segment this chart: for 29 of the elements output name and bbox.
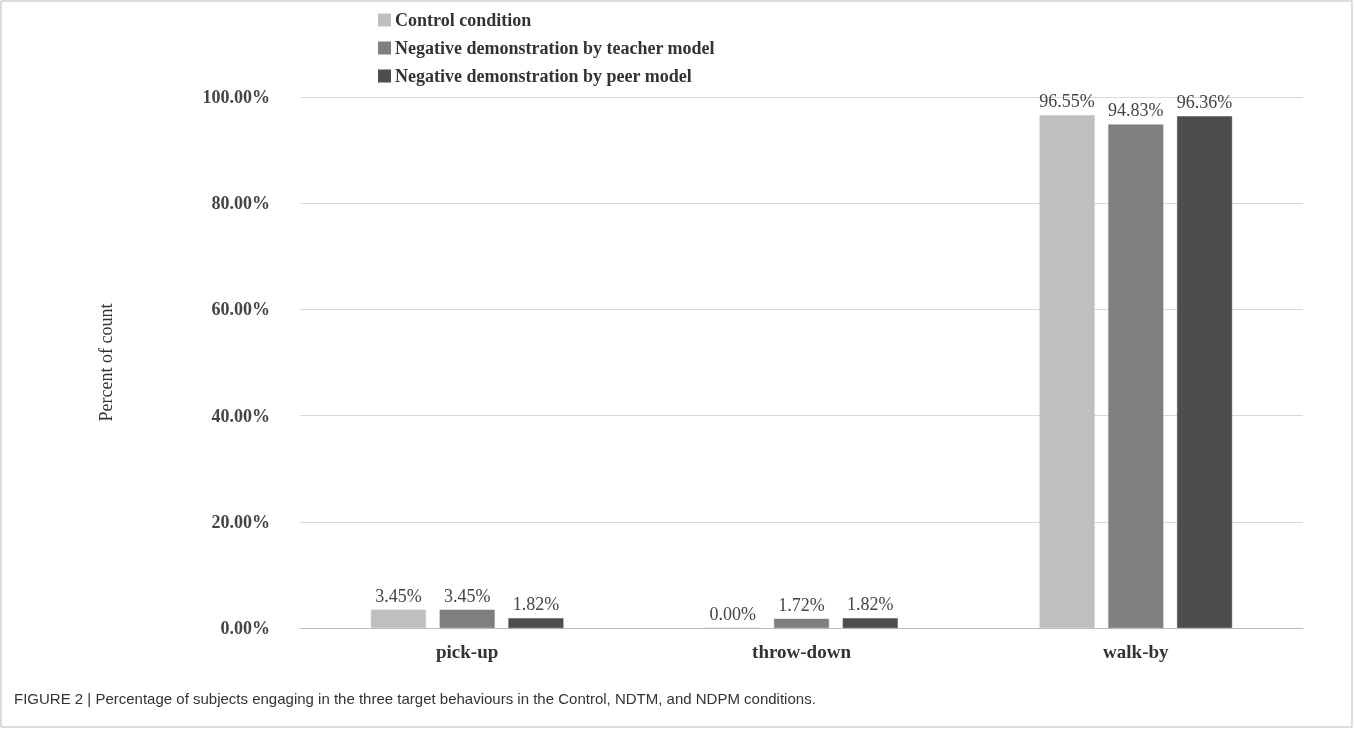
data-label: 1.72% <box>778 594 825 615</box>
y-tick-label: 20.00% <box>211 511 270 532</box>
x-tick-label: throw-down <box>752 641 852 662</box>
legend-label: Negative demonstration by teacher model <box>395 38 715 58</box>
x-tick-label: pick-up <box>436 641 499 662</box>
data-label: 96.55% <box>1039 91 1095 112</box>
legend-label: Control condition <box>395 10 532 30</box>
y-tick-label: 100.00% <box>202 87 270 107</box>
y-tick-label: 80.00% <box>211 193 270 214</box>
data-label: 94.83% <box>1108 100 1164 121</box>
data-label: 1.82% <box>847 594 894 615</box>
bar <box>774 618 829 628</box>
data-label: 1.82% <box>512 594 560 615</box>
bar <box>842 618 898 628</box>
y-tick-label: 40.00% <box>211 405 270 426</box>
y-axis-title: Percent of count <box>96 303 116 422</box>
bar <box>1177 116 1233 628</box>
legend-label: Negative demonstration by peer model <box>395 66 692 86</box>
y-tick-label: 60.00% <box>211 299 270 320</box>
x-tick-label: walk-by <box>1103 641 1170 662</box>
bar <box>508 618 564 628</box>
data-label: 3.45% <box>443 585 491 606</box>
data-label: 3.45% <box>375 585 422 606</box>
y-tick-label: 0.00% <box>220 618 270 638</box>
bar <box>439 609 495 628</box>
data-label: 96.36% <box>1176 92 1233 113</box>
caption: FIGURE 2 | Percentage of subjects engaging in the three target behaviours in the Control, NDTM, and NDPM conditions. <box>14 690 816 707</box>
bar <box>1108 124 1164 628</box>
data-label: 0.00% <box>709 603 756 624</box>
